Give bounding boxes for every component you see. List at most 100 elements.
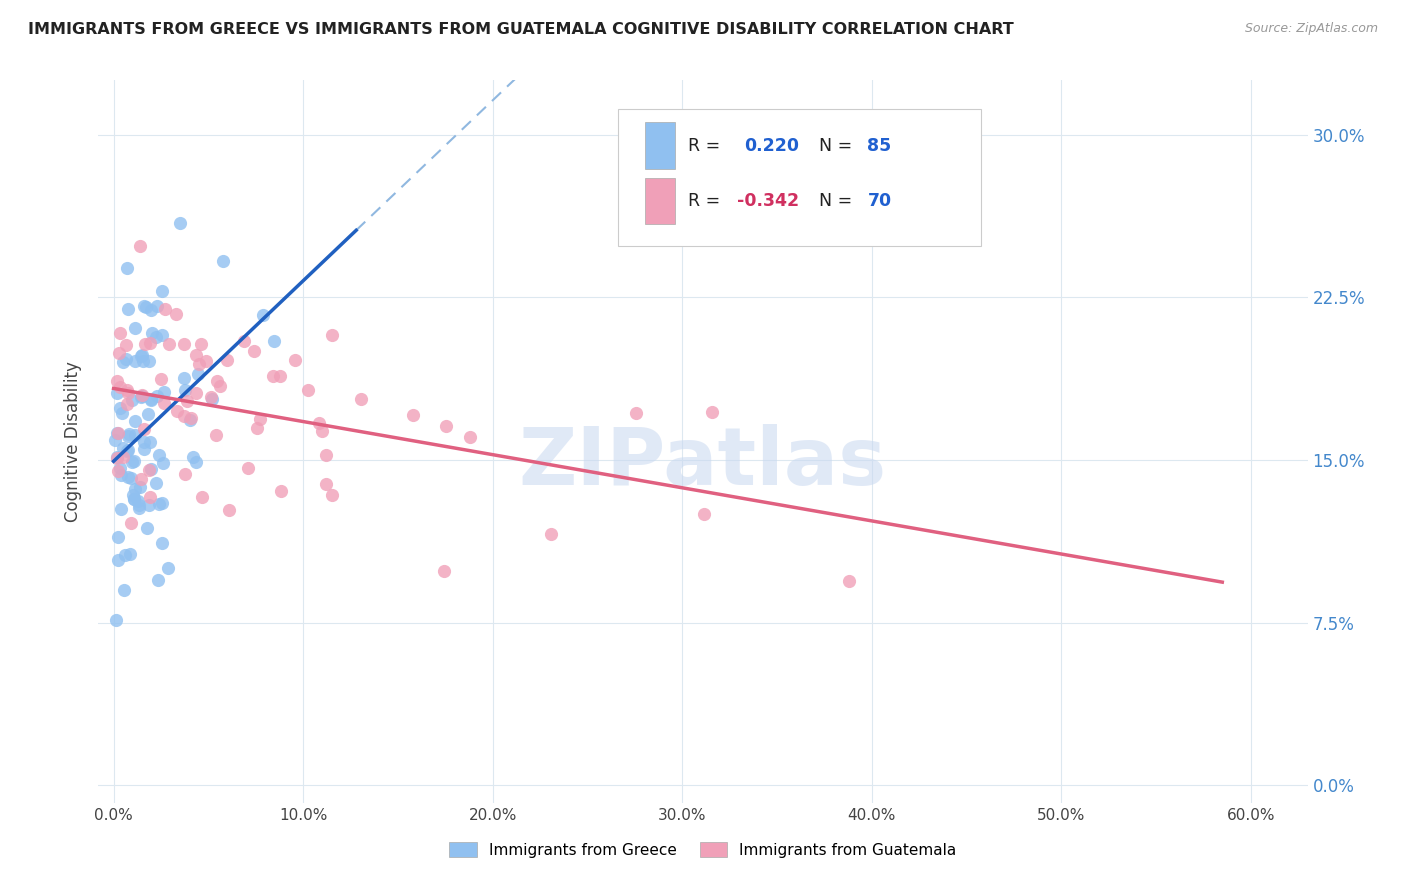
- Point: [458, 430, 481, 444]
- Point: [838, 574, 860, 588]
- Point: [195, 353, 218, 368]
- Point: [117, 443, 139, 458]
- Point: [124, 414, 146, 428]
- Point: [117, 429, 139, 443]
- Point: [115, 383, 138, 397]
- Point: [173, 409, 195, 423]
- Point: [127, 493, 149, 508]
- Point: [110, 468, 132, 483]
- Point: [135, 300, 157, 314]
- Point: [114, 549, 136, 563]
- Point: [157, 561, 180, 575]
- Point: [262, 369, 284, 384]
- Point: [124, 427, 146, 442]
- Point: [174, 384, 197, 398]
- Point: [141, 303, 163, 318]
- Point: [145, 330, 167, 344]
- Point: [129, 349, 152, 363]
- Point: [118, 426, 141, 441]
- Text: R =: R =: [689, 192, 727, 210]
- Point: [152, 536, 174, 550]
- Point: [107, 529, 129, 543]
- Text: 0.220: 0.220: [744, 136, 799, 154]
- Point: [184, 455, 207, 469]
- Point: [200, 390, 222, 404]
- Point: [115, 352, 138, 367]
- Point: [112, 441, 135, 455]
- Point: [212, 253, 235, 268]
- Point: [121, 454, 143, 468]
- Point: [233, 334, 256, 348]
- Point: [112, 355, 135, 369]
- Point: [138, 490, 160, 504]
- Bar: [645, 178, 675, 225]
- Point: [174, 467, 197, 481]
- Point: [128, 498, 150, 512]
- Point: [105, 451, 128, 466]
- Point: [121, 488, 143, 502]
- Point: [179, 413, 201, 427]
- Point: [104, 433, 127, 447]
- Text: -0.342: -0.342: [737, 192, 799, 210]
- Point: [236, 460, 259, 475]
- Point: [311, 424, 333, 438]
- Point: [139, 392, 162, 406]
- Point: [107, 425, 129, 440]
- Point: [153, 302, 176, 317]
- Point: [180, 411, 202, 425]
- Point: [117, 470, 139, 484]
- Point: [190, 337, 212, 351]
- Point: [401, 409, 423, 423]
- Point: [157, 336, 180, 351]
- Point: [120, 470, 142, 484]
- Point: [105, 426, 128, 441]
- Text: N =: N =: [820, 192, 858, 210]
- Point: [117, 302, 139, 317]
- Point: [187, 367, 209, 381]
- Point: [315, 477, 337, 491]
- Point: [270, 484, 292, 499]
- Point: [146, 299, 169, 313]
- Point: [129, 480, 152, 494]
- Point: [146, 389, 169, 403]
- Point: [118, 547, 141, 561]
- Point: [321, 488, 343, 502]
- Point: [117, 386, 139, 401]
- Point: [132, 353, 155, 368]
- Point: [128, 501, 150, 516]
- Point: [138, 435, 160, 450]
- Point: [129, 472, 152, 486]
- Text: N =: N =: [820, 136, 858, 154]
- Point: [111, 450, 134, 464]
- Point: [284, 353, 307, 368]
- Point: [124, 482, 146, 496]
- Text: 70: 70: [868, 192, 891, 210]
- Point: [201, 392, 224, 406]
- Point: [124, 321, 146, 335]
- Point: [626, 406, 648, 420]
- Point: [111, 407, 134, 421]
- Point: [138, 498, 160, 512]
- Point: [112, 583, 135, 598]
- Point: [107, 465, 129, 479]
- Point: [129, 239, 152, 253]
- Point: [150, 496, 173, 510]
- Text: Source: ZipAtlas.com: Source: ZipAtlas.com: [1244, 22, 1378, 36]
- Point: [173, 371, 195, 385]
- Point: [350, 392, 373, 406]
- Point: [108, 380, 131, 394]
- Point: [134, 336, 156, 351]
- Point: [141, 326, 163, 341]
- Point: [131, 348, 153, 362]
- Point: [432, 564, 454, 578]
- Point: [153, 385, 176, 400]
- Point: [173, 336, 195, 351]
- Point: [145, 476, 167, 491]
- Point: [434, 419, 457, 434]
- Point: [108, 401, 131, 415]
- Point: [148, 573, 170, 587]
- Point: [117, 443, 139, 458]
- Point: [122, 492, 145, 507]
- Text: IMMIGRANTS FROM GREECE VS IMMIGRANTS FROM GUATEMALA COGNITIVE DISABILITY CORRELA: IMMIGRANTS FROM GREECE VS IMMIGRANTS FRO…: [28, 22, 1014, 37]
- Point: [190, 490, 212, 504]
